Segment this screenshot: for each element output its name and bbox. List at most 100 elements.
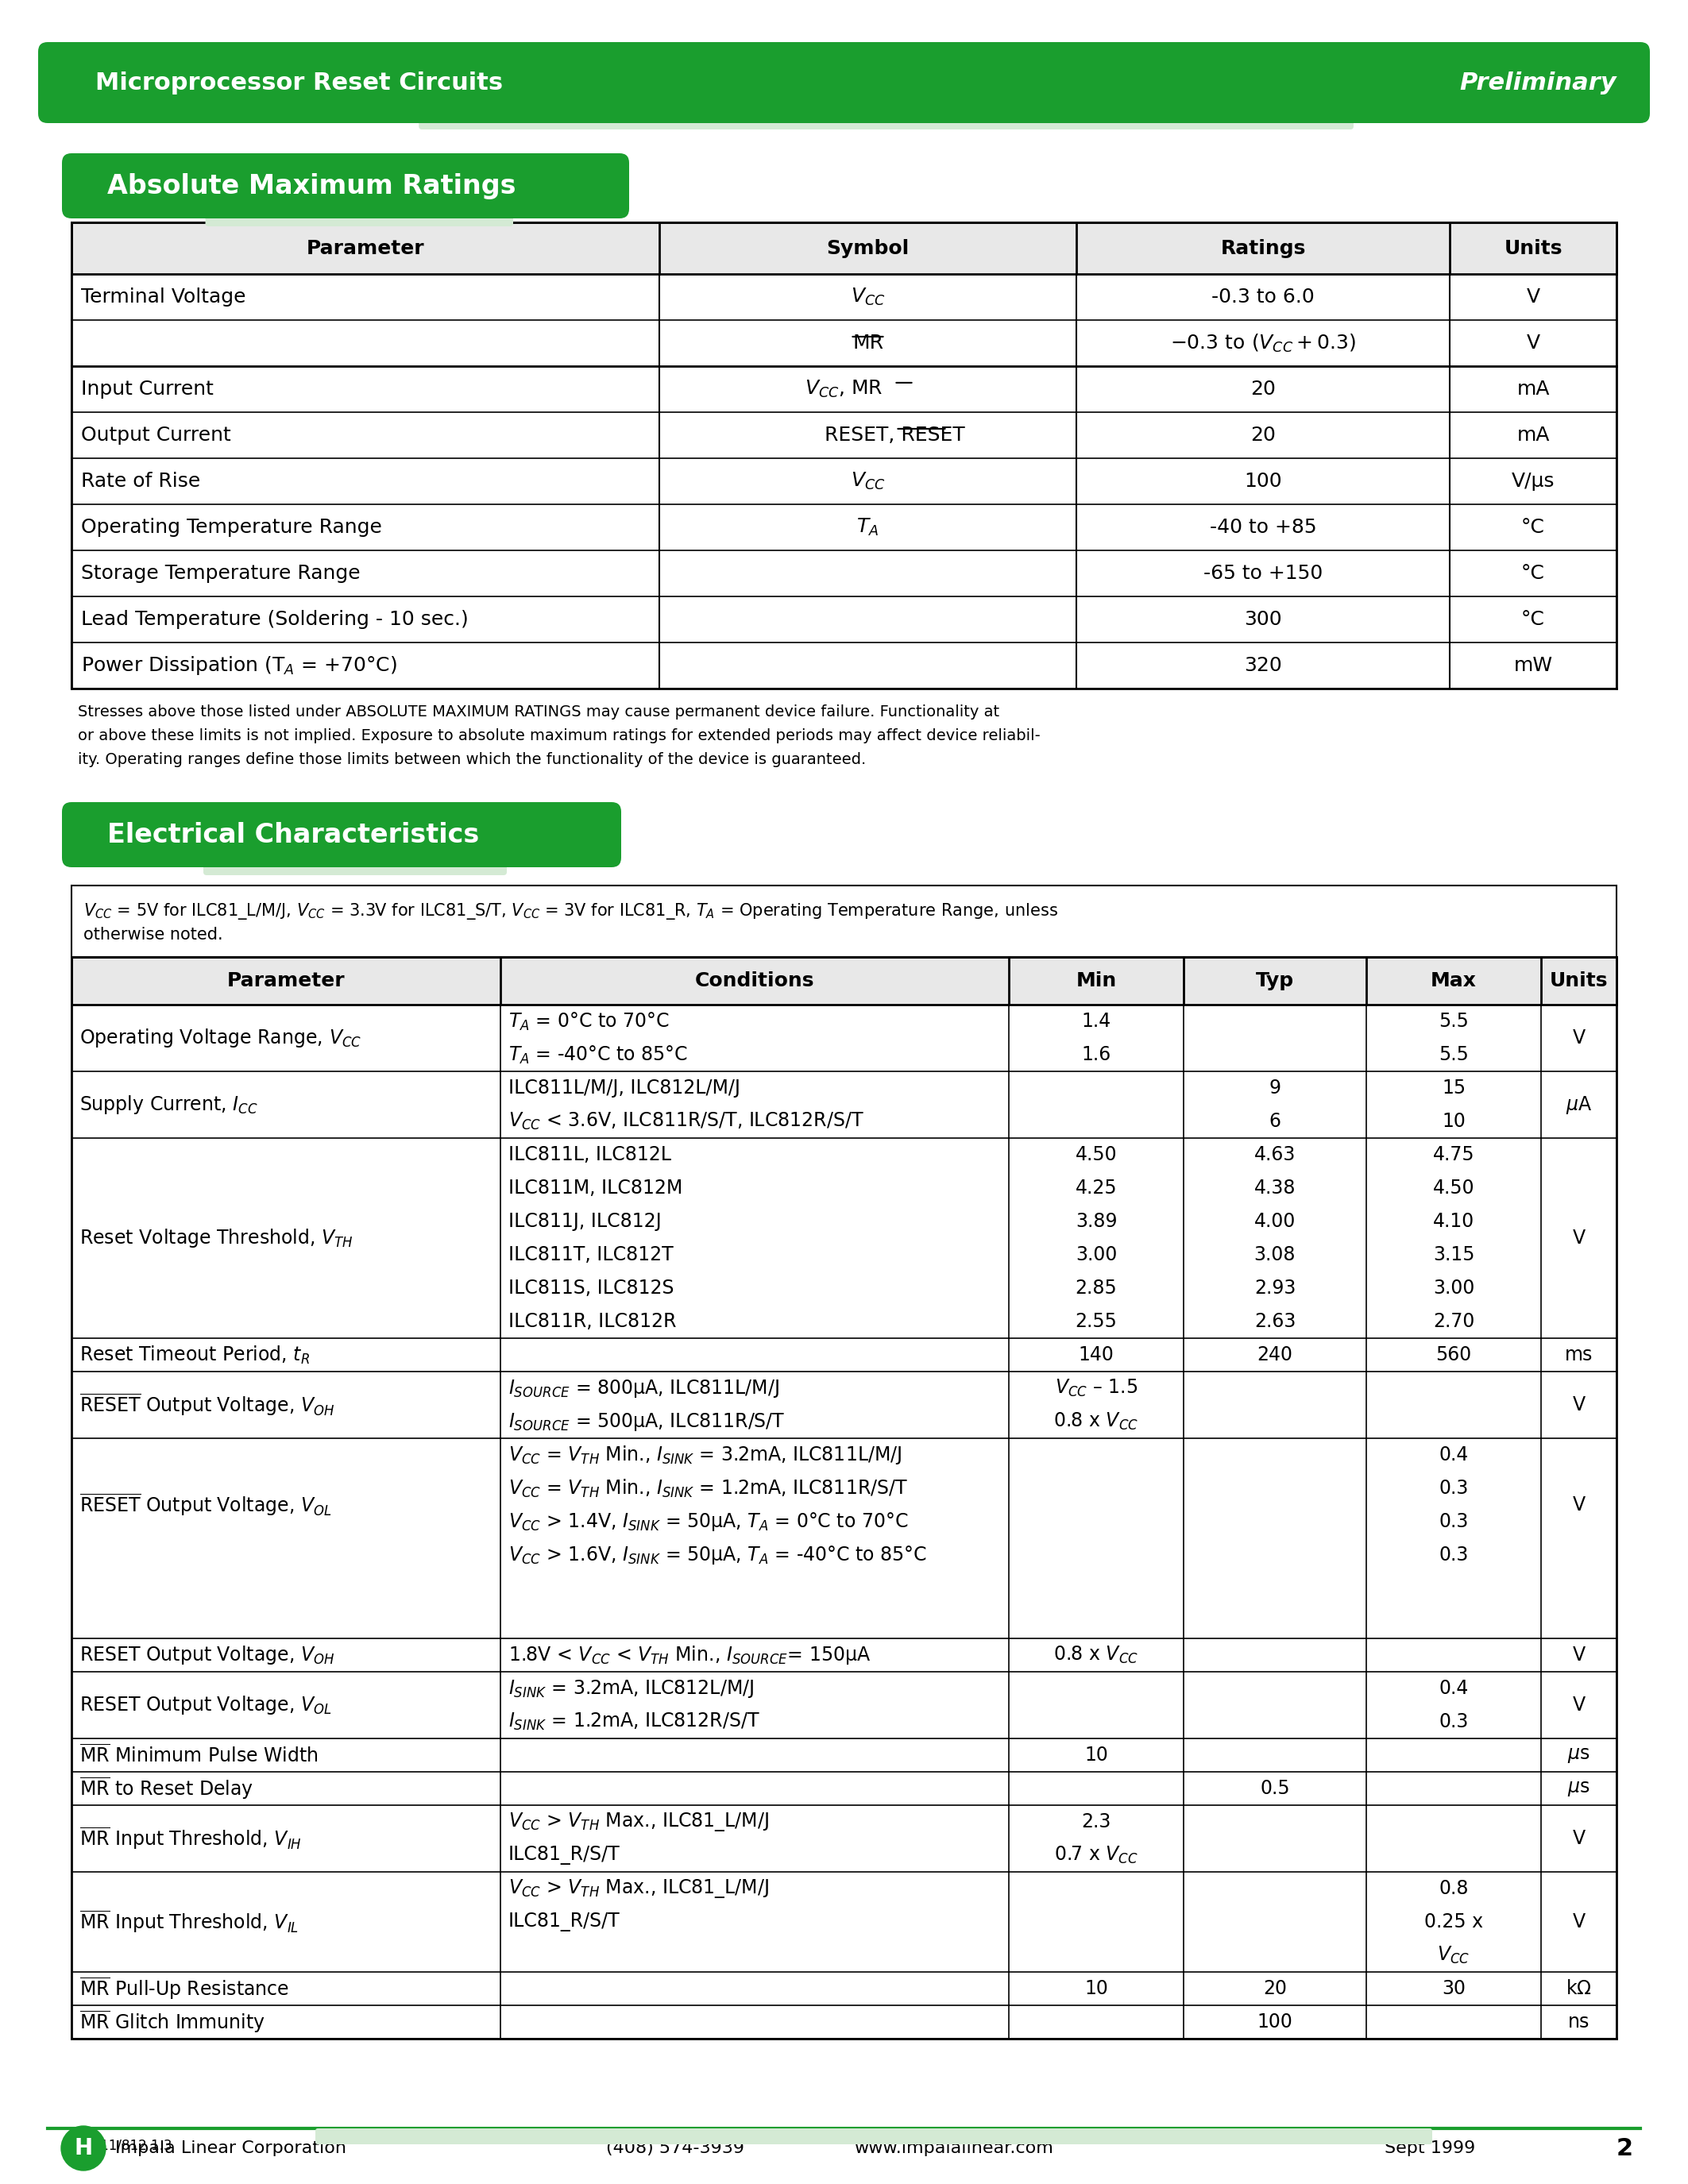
Text: Units: Units [1504, 238, 1563, 258]
Text: 2.93: 2.93 [1254, 1278, 1296, 1297]
Text: 0.4: 0.4 [1438, 1679, 1469, 1697]
Text: 320: 320 [1244, 655, 1281, 675]
Text: ILC81_R/S/T: ILC81_R/S/T [508, 1845, 619, 1865]
Text: V: V [1573, 1645, 1585, 1664]
Text: 2.85: 2.85 [1075, 1278, 1117, 1297]
Text: $\overline{\rm RESET}$ Output Voltage, $V_{OL}$: $\overline{\rm RESET}$ Output Voltage, $… [79, 1492, 333, 1518]
Text: Output Current: Output Current [81, 426, 231, 446]
Text: Preliminary: Preliminary [1460, 72, 1617, 94]
Text: ILC811/812 1.3: ILC811/812 1.3 [71, 2138, 172, 2151]
Text: Reset Timeout Period, $t_R$: Reset Timeout Period, $t_R$ [79, 1343, 311, 1365]
Text: -65 to +150: -65 to +150 [1204, 563, 1323, 583]
Text: 0.3: 0.3 [1438, 1479, 1469, 1498]
Text: V: V [1573, 1396, 1585, 1415]
Text: www.impalalinear.com: www.impalalinear.com [854, 2140, 1053, 2156]
Text: Min: Min [1075, 972, 1116, 989]
Text: 2.55: 2.55 [1075, 1313, 1117, 1330]
Text: 300: 300 [1244, 609, 1281, 629]
Text: 3.00: 3.00 [1433, 1278, 1475, 1297]
Text: 0.8: 0.8 [1438, 1878, 1469, 1898]
Text: Supply Current, $I_{CC}$: Supply Current, $I_{CC}$ [79, 1094, 258, 1116]
Text: V: V [1573, 1828, 1585, 1848]
Text: 0.7 x $V_{CC}$: 0.7 x $V_{CC}$ [1055, 1845, 1138, 1865]
Text: Max: Max [1431, 972, 1477, 989]
Text: Input Current: Input Current [81, 380, 214, 400]
Text: 100: 100 [1258, 2011, 1293, 2031]
FancyBboxPatch shape [419, 111, 1354, 129]
Text: 4.25: 4.25 [1075, 1179, 1117, 1197]
Text: V: V [1573, 1029, 1585, 1048]
Text: ILC811R, ILC812R: ILC811R, ILC812R [508, 1313, 677, 1330]
Text: $V_{CC}$ < 3.6V, ILC811R/S/T, ILC812R/S/T: $V_{CC}$ < 3.6V, ILC811R/S/T, ILC812R/S/… [508, 1112, 864, 1131]
Text: ILC811M, ILC812M: ILC811M, ILC812M [508, 1179, 682, 1197]
Text: $V_{CC}$ – 1.5: $V_{CC}$ – 1.5 [1055, 1378, 1138, 1398]
Text: 4.00: 4.00 [1254, 1212, 1296, 1232]
Text: RESET Output Voltage, $V_{OL}$: RESET Output Voltage, $V_{OL}$ [79, 1695, 333, 1717]
Text: 4.63: 4.63 [1254, 1144, 1296, 1164]
Text: 4.38: 4.38 [1254, 1179, 1296, 1197]
Text: 140: 140 [1079, 1345, 1114, 1365]
Text: °C: °C [1521, 609, 1545, 629]
Text: 6: 6 [1269, 1112, 1281, 1131]
Text: 10: 10 [1442, 1112, 1465, 1131]
Text: $\mu$s: $\mu$s [1568, 1745, 1590, 1765]
Text: 5.5: 5.5 [1438, 1046, 1469, 1064]
Text: Conditions: Conditions [695, 972, 814, 989]
Text: 4.75: 4.75 [1433, 1144, 1475, 1164]
Text: $T_A$ = 0°C to 70°C: $T_A$ = 0°C to 70°C [508, 1011, 668, 1033]
Text: $\mu$s: $\mu$s [1568, 1780, 1590, 1797]
Text: $V_{CC}$, MR: $V_{CC}$, MR [805, 378, 883, 400]
Text: V: V [1526, 288, 1539, 306]
Text: ILC81_R/S/T: ILC81_R/S/T [508, 1913, 619, 1931]
Text: Electrical Characteristics: Electrical Characteristics [108, 821, 479, 847]
Text: 0.5: 0.5 [1259, 1780, 1290, 1797]
Text: 2.63: 2.63 [1254, 1313, 1296, 1330]
Text: H: H [74, 2138, 93, 2160]
Text: $\overline{\rm MR}$ Minimum Pulse Width: $\overline{\rm MR}$ Minimum Pulse Width [79, 1745, 319, 1767]
Text: 4.10: 4.10 [1433, 1212, 1474, 1232]
Text: $V_{CC}$: $V_{CC}$ [851, 472, 885, 491]
Text: $\overline{\rm RESET}$ Output Voltage, $V_{OH}$: $\overline{\rm RESET}$ Output Voltage, $… [79, 1391, 334, 1417]
FancyBboxPatch shape [206, 205, 513, 227]
Text: 4.50: 4.50 [1433, 1179, 1475, 1197]
Text: 240: 240 [1258, 1345, 1293, 1365]
Text: Power Dissipation (T$_A$ = +70°C): Power Dissipation (T$_A$ = +70°C) [81, 655, 397, 677]
Text: ILC811L, ILC812L: ILC811L, ILC812L [508, 1144, 672, 1164]
Text: V/μs: V/μs [1511, 472, 1555, 491]
FancyBboxPatch shape [62, 802, 621, 867]
Text: 20: 20 [1263, 1979, 1286, 1998]
Text: Terminal Voltage: Terminal Voltage [81, 288, 246, 306]
Text: $V_{CC}$ > $V_{TH}$ Max., ILC81_L/M/J: $V_{CC}$ > $V_{TH}$ Max., ILC81_L/M/J [508, 1811, 768, 1832]
Text: V: V [1573, 1913, 1585, 1931]
Text: 1.6: 1.6 [1082, 1046, 1111, 1064]
Text: 9: 9 [1269, 1079, 1281, 1099]
Text: $\overline{\rm MR}$ Pull-Up Resistance: $\overline{\rm MR}$ Pull-Up Resistance [79, 1977, 289, 2003]
Text: 0.8 x $V_{CC}$: 0.8 x $V_{CC}$ [1053, 1411, 1139, 1433]
Text: 3.00: 3.00 [1075, 1245, 1117, 1265]
Text: Rate of Rise: Rate of Rise [81, 472, 201, 491]
Text: V: V [1573, 1695, 1585, 1714]
Text: -0.3 to 6.0: -0.3 to 6.0 [1212, 288, 1315, 306]
Text: Impala Linear Corporation: Impala Linear Corporation [115, 2140, 346, 2156]
Text: $V_{CC}$ = $V_{TH}$ Min., $I_{SINK}$ = 3.2mA, ILC811L/M/J: $V_{CC}$ = $V_{TH}$ Min., $I_{SINK}$ = 3… [508, 1444, 901, 1465]
Text: Sept 1999: Sept 1999 [1384, 2140, 1475, 2156]
FancyBboxPatch shape [62, 153, 630, 218]
Bar [71, 223, 1617, 273]
Text: Microprocessor Reset Circuits: Microprocessor Reset Circuits [95, 72, 503, 94]
Text: 20: 20 [1251, 426, 1276, 446]
Text: 0.3: 0.3 [1438, 1712, 1469, 1732]
Text: Stresses above those listed under ABSOLUTE MAXIMUM RATINGS may cause permanent d: Stresses above those listed under ABSOLU… [78, 705, 999, 719]
Text: 10: 10 [1084, 1745, 1107, 1765]
Text: $I_{SOURCE}$ = 800µA, ILC811L/M/J: $I_{SOURCE}$ = 800µA, ILC811L/M/J [508, 1378, 780, 1400]
Text: 15: 15 [1442, 1079, 1465, 1099]
Text: $V_{CC}$ > 1.4V, $I_{SINK}$ = 50µA, $T_A$ = 0°C to 70°C: $V_{CC}$ > 1.4V, $I_{SINK}$ = 50µA, $T_A… [508, 1511, 908, 1533]
Text: 0.3: 0.3 [1438, 1546, 1469, 1564]
Bar [71, 957, 1617, 1005]
Text: 1.4: 1.4 [1082, 1011, 1111, 1031]
Circle shape [61, 2125, 106, 2171]
Text: Operating Temperature Range: Operating Temperature Range [81, 518, 381, 537]
Text: ILC811J, ILC812J: ILC811J, ILC812J [508, 1212, 662, 1232]
Text: k$\Omega$: k$\Omega$ [1566, 1979, 1592, 1998]
Text: 4.50: 4.50 [1075, 1144, 1117, 1164]
Text: mW: mW [1514, 655, 1553, 675]
